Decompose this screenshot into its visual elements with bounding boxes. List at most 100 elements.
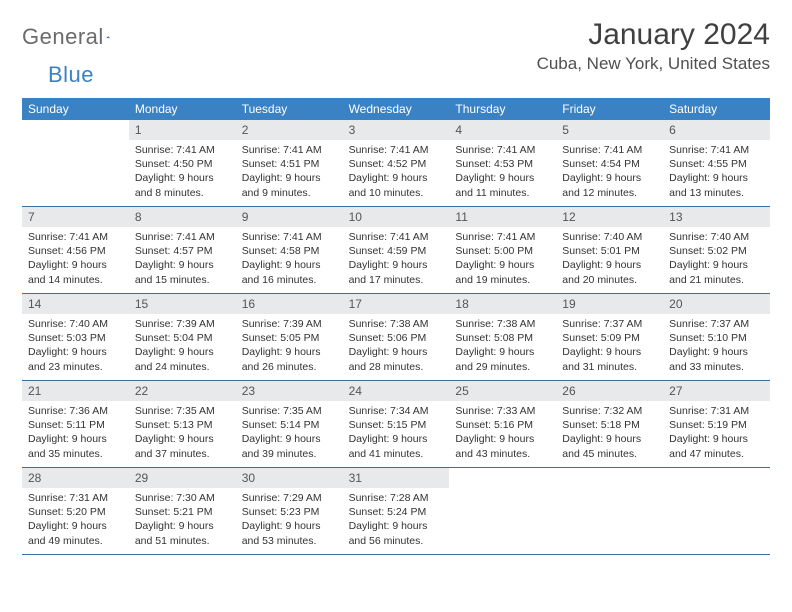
day-cell: [449, 468, 556, 554]
sunrise-text: Sunrise: 7:41 AM: [669, 143, 764, 157]
day-cell: 6Sunrise: 7:41 AMSunset: 4:55 PMDaylight…: [663, 120, 770, 206]
sail-icon: [106, 29, 110, 45]
weekday-header-row: Sunday Monday Tuesday Wednesday Thursday…: [22, 98, 770, 120]
sunset-text: Sunset: 4:58 PM: [242, 244, 337, 258]
week-row: 14Sunrise: 7:40 AMSunset: 5:03 PMDayligh…: [22, 294, 770, 381]
sunset-text: Sunset: 4:56 PM: [28, 244, 123, 258]
day-number: 7: [22, 207, 129, 227]
day-number: 20: [663, 294, 770, 314]
sunset-text: Sunset: 5:09 PM: [562, 331, 657, 345]
day-number: 19: [556, 294, 663, 314]
sunrise-text: Sunrise: 7:38 AM: [349, 317, 444, 331]
daylight-text: Daylight: 9 hours and 14 minutes.: [28, 258, 123, 286]
day-number: 16: [236, 294, 343, 314]
day-cell: 15Sunrise: 7:39 AMSunset: 5:04 PMDayligh…: [129, 294, 236, 380]
sunrise-text: Sunrise: 7:39 AM: [135, 317, 230, 331]
sunrise-text: Sunrise: 7:31 AM: [669, 404, 764, 418]
sunrise-text: Sunrise: 7:39 AM: [242, 317, 337, 331]
day-body: Sunrise: 7:34 AMSunset: 5:15 PMDaylight:…: [343, 401, 450, 467]
sunset-text: Sunset: 5:08 PM: [455, 331, 550, 345]
daylight-text: Daylight: 9 hours and 26 minutes.: [242, 345, 337, 373]
week-row: 28Sunrise: 7:31 AMSunset: 5:20 PMDayligh…: [22, 468, 770, 555]
sunrise-text: Sunrise: 7:34 AM: [349, 404, 444, 418]
day-number: 28: [22, 468, 129, 488]
day-body: Sunrise: 7:31 AMSunset: 5:19 PMDaylight:…: [663, 401, 770, 467]
day-cell: 25Sunrise: 7:33 AMSunset: 5:16 PMDayligh…: [449, 381, 556, 467]
day-cell: 14Sunrise: 7:40 AMSunset: 5:03 PMDayligh…: [22, 294, 129, 380]
day-cell: 9Sunrise: 7:41 AMSunset: 4:58 PMDaylight…: [236, 207, 343, 293]
day-cell: 1Sunrise: 7:41 AMSunset: 4:50 PMDaylight…: [129, 120, 236, 206]
day-cell: 5Sunrise: 7:41 AMSunset: 4:54 PMDaylight…: [556, 120, 663, 206]
day-number: 1: [129, 120, 236, 140]
sunset-text: Sunset: 5:21 PM: [135, 505, 230, 519]
sunset-text: Sunset: 5:00 PM: [455, 244, 550, 258]
day-number: 5: [556, 120, 663, 140]
daylight-text: Daylight: 9 hours and 45 minutes.: [562, 432, 657, 460]
weekday-header: Tuesday: [236, 98, 343, 120]
sunset-text: Sunset: 5:11 PM: [28, 418, 123, 432]
sunset-text: Sunset: 5:13 PM: [135, 418, 230, 432]
sunrise-text: Sunrise: 7:41 AM: [135, 143, 230, 157]
sunrise-text: Sunrise: 7:33 AM: [455, 404, 550, 418]
day-number: 26: [556, 381, 663, 401]
day-body: Sunrise: 7:32 AMSunset: 5:18 PMDaylight:…: [556, 401, 663, 467]
day-number: 27: [663, 381, 770, 401]
day-cell: 24Sunrise: 7:34 AMSunset: 5:15 PMDayligh…: [343, 381, 450, 467]
sunset-text: Sunset: 5:24 PM: [349, 505, 444, 519]
sunset-text: Sunset: 5:01 PM: [562, 244, 657, 258]
daylight-text: Daylight: 9 hours and 16 minutes.: [242, 258, 337, 286]
day-body: Sunrise: 7:38 AMSunset: 5:08 PMDaylight:…: [449, 314, 556, 380]
weekday-header: Thursday: [449, 98, 556, 120]
sunrise-text: Sunrise: 7:40 AM: [669, 230, 764, 244]
day-number: 6: [663, 120, 770, 140]
day-body: Sunrise: 7:39 AMSunset: 5:05 PMDaylight:…: [236, 314, 343, 380]
day-cell: 28Sunrise: 7:31 AMSunset: 5:20 PMDayligh…: [22, 468, 129, 554]
location-text: Cuba, New York, United States: [537, 54, 770, 74]
day-number: 12: [556, 207, 663, 227]
day-number: 13: [663, 207, 770, 227]
day-cell: 22Sunrise: 7:35 AMSunset: 5:13 PMDayligh…: [129, 381, 236, 467]
sunrise-text: Sunrise: 7:41 AM: [455, 230, 550, 244]
daylight-text: Daylight: 9 hours and 9 minutes.: [242, 171, 337, 199]
day-body: Sunrise: 7:37 AMSunset: 5:10 PMDaylight:…: [663, 314, 770, 380]
weekday-header: Saturday: [663, 98, 770, 120]
day-number: 22: [129, 381, 236, 401]
sunset-text: Sunset: 5:06 PM: [349, 331, 444, 345]
day-body: Sunrise: 7:41 AMSunset: 4:59 PMDaylight:…: [343, 227, 450, 293]
daylight-text: Daylight: 9 hours and 13 minutes.: [669, 171, 764, 199]
sunset-text: Sunset: 4:54 PM: [562, 157, 657, 171]
daylight-text: Daylight: 9 hours and 39 minutes.: [242, 432, 337, 460]
day-number: 8: [129, 207, 236, 227]
daylight-text: Daylight: 9 hours and 41 minutes.: [349, 432, 444, 460]
day-body: Sunrise: 7:41 AMSunset: 4:54 PMDaylight:…: [556, 140, 663, 206]
sunset-text: Sunset: 5:04 PM: [135, 331, 230, 345]
sunrise-text: Sunrise: 7:41 AM: [135, 230, 230, 244]
day-cell: 26Sunrise: 7:32 AMSunset: 5:18 PMDayligh…: [556, 381, 663, 467]
day-body: [556, 488, 663, 497]
day-cell: 19Sunrise: 7:37 AMSunset: 5:09 PMDayligh…: [556, 294, 663, 380]
month-title: January 2024: [537, 18, 770, 52]
sunrise-text: Sunrise: 7:28 AM: [349, 491, 444, 505]
day-number: 31: [343, 468, 450, 488]
day-number: 4: [449, 120, 556, 140]
day-number: 21: [22, 381, 129, 401]
day-number: 18: [449, 294, 556, 314]
calendar: Sunday Monday Tuesday Wednesday Thursday…: [22, 98, 770, 555]
daylight-text: Daylight: 9 hours and 28 minutes.: [349, 345, 444, 373]
sunset-text: Sunset: 4:53 PM: [455, 157, 550, 171]
day-body: Sunrise: 7:41 AMSunset: 4:55 PMDaylight:…: [663, 140, 770, 206]
sunset-text: Sunset: 5:19 PM: [669, 418, 764, 432]
day-cell: 17Sunrise: 7:38 AMSunset: 5:06 PMDayligh…: [343, 294, 450, 380]
sunset-text: Sunset: 4:50 PM: [135, 157, 230, 171]
sunrise-text: Sunrise: 7:30 AM: [135, 491, 230, 505]
week-row: 1Sunrise: 7:41 AMSunset: 4:50 PMDaylight…: [22, 120, 770, 207]
sunrise-text: Sunrise: 7:36 AM: [28, 404, 123, 418]
day-cell: [22, 120, 129, 206]
sunrise-text: Sunrise: 7:41 AM: [455, 143, 550, 157]
day-cell: 20Sunrise: 7:37 AMSunset: 5:10 PMDayligh…: [663, 294, 770, 380]
day-cell: 4Sunrise: 7:41 AMSunset: 4:53 PMDaylight…: [449, 120, 556, 206]
day-cell: 3Sunrise: 7:41 AMSunset: 4:52 PMDaylight…: [343, 120, 450, 206]
sunset-text: Sunset: 5:03 PM: [28, 331, 123, 345]
day-number: 14: [22, 294, 129, 314]
daylight-text: Daylight: 9 hours and 51 minutes.: [135, 519, 230, 547]
